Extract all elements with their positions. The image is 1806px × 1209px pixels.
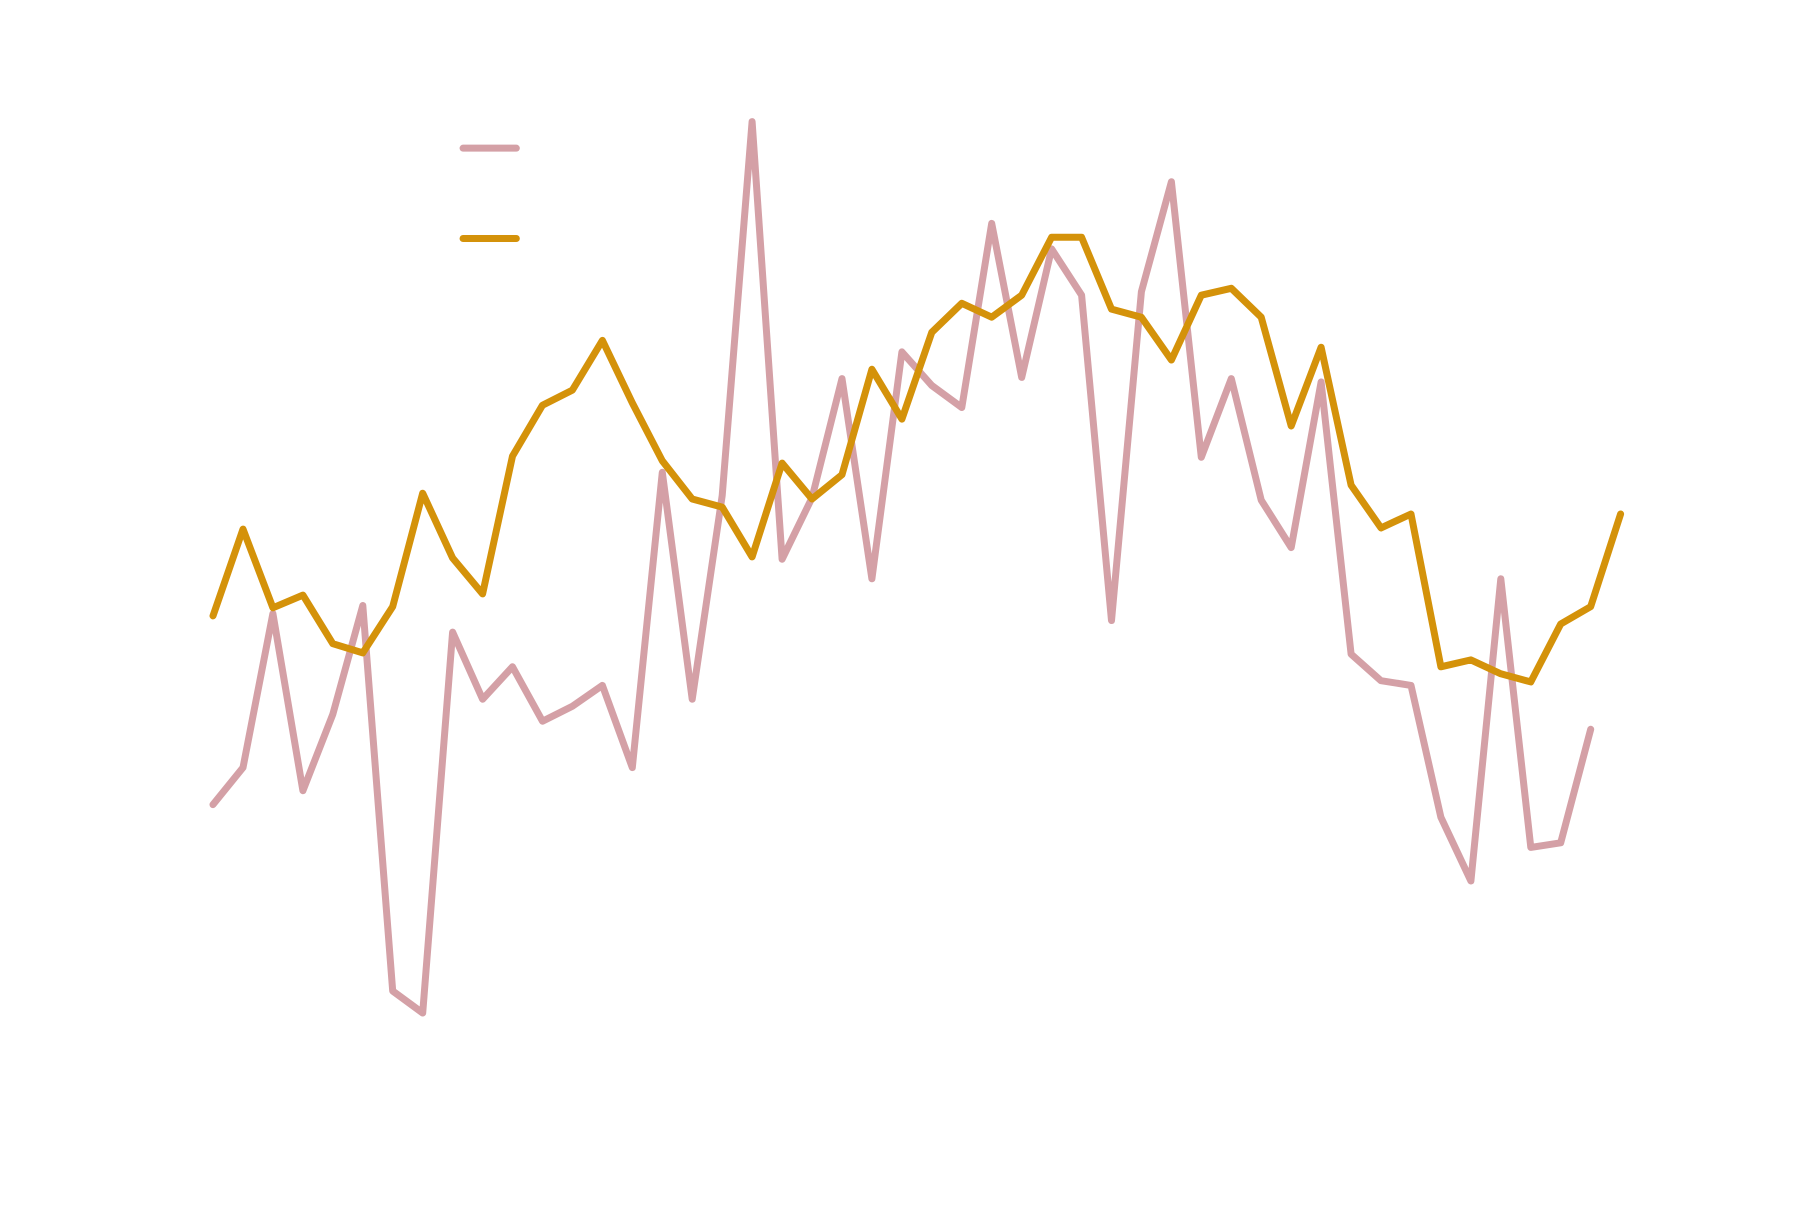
series-line	[209, 118, 1595, 1017]
series-line	[209, 233, 1625, 686]
